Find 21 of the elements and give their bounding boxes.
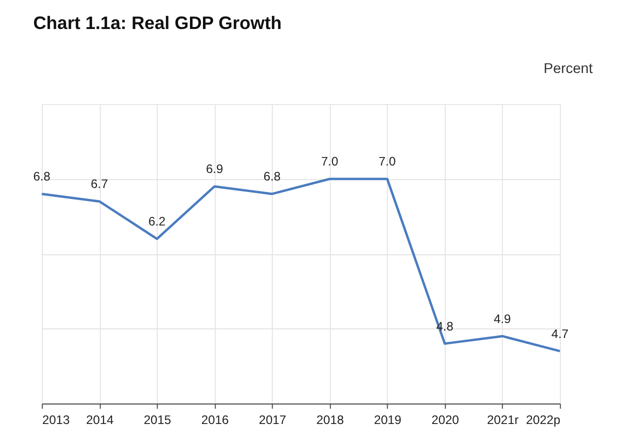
x-tick-label: 2021r: [487, 412, 519, 427]
x-tick-label: 2017: [258, 412, 286, 427]
x-tick-label: 2020: [432, 412, 460, 427]
x-tick-label: 2015: [144, 412, 172, 427]
x-tick-label: 2019: [374, 412, 402, 427]
x-tick-label: 2018: [316, 412, 344, 427]
data-label: 4.9: [494, 312, 512, 326]
x-tick-label: 2022p: [526, 412, 561, 427]
data-label: 6.8: [263, 170, 281, 184]
data-label: 6.9: [206, 162, 224, 176]
data-label: 6.2: [148, 214, 166, 229]
data-label: 4.7: [551, 326, 569, 341]
x-tick-label: 2016: [201, 412, 229, 427]
y-axis-title: Percent: [544, 61, 593, 78]
data-label: 6.8: [33, 170, 51, 184]
data-label: 6.7: [90, 177, 108, 192]
x-tick-label: 2013: [42, 412, 70, 427]
chart-title: Chart 1.1a: Real GDP Growth: [33, 12, 282, 33]
data-label: 7.0: [321, 154, 338, 169]
data-label: 7.0: [378, 154, 396, 169]
x-tick-label: 2014: [86, 412, 114, 427]
